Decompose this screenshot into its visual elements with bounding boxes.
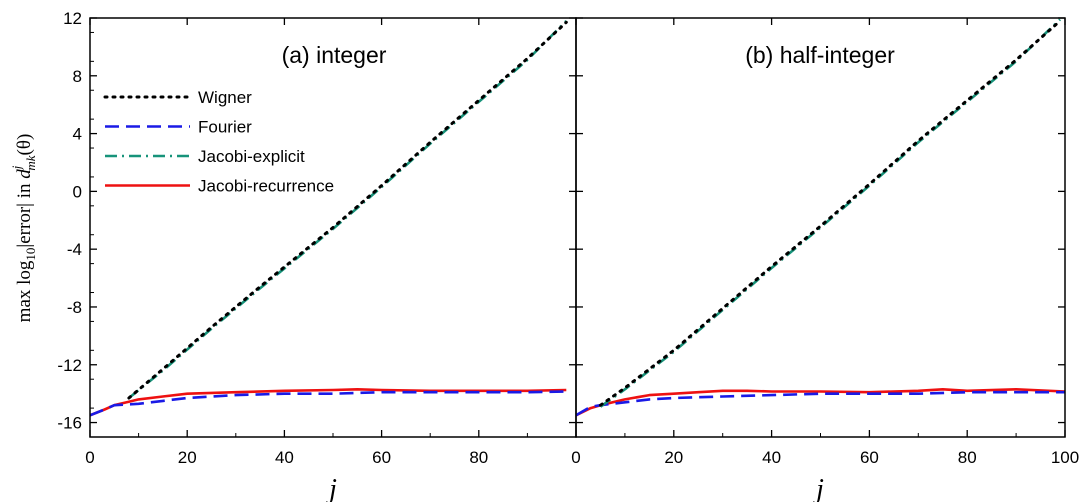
panel-a-integer: 0 20 40 60 80 (a) integer j: [85, 17, 577, 502]
legend-label-wigner: Wigner: [198, 88, 252, 107]
panel-b-title: (b) half-integer: [745, 42, 895, 68]
y-tick-label-4: 4: [73, 125, 82, 144]
x-tick-label-b-0: 0: [571, 448, 580, 467]
y-label-log-base: 10: [23, 248, 38, 261]
x-tick-label-a-20: 20: [178, 448, 197, 467]
y-tick-label--16: -16: [57, 414, 82, 433]
series-line-a-fourier: [90, 390, 567, 417]
x-tick-label-b-100: 100: [1051, 448, 1079, 467]
y-tick-label--12: -12: [57, 356, 82, 375]
y-tick-label--8: -8: [67, 298, 82, 317]
x-axis-label-b: j: [813, 474, 824, 502]
series-line-a-wigner: [127, 20, 568, 400]
legend-label-jacobi-explicit: Jacobi-explicit: [198, 147, 305, 166]
legend-label-jacobi-recurrence: Jacobi-recurrence: [198, 177, 334, 196]
x-tick-label-a-60: 60: [372, 448, 391, 467]
legend-label-fourier: Fourier: [198, 118, 252, 137]
x-axis-label-a: j: [326, 474, 337, 502]
y-tick-label-0: 0: [73, 182, 82, 201]
panel-a-title: (a) integer: [282, 42, 387, 68]
series-line-a-jacobi-recurrence: [90, 388, 567, 417]
series-line-b-jacobi-explicit: [599, 18, 1061, 408]
y-tick-label-12: 12: [63, 9, 82, 28]
y-tick-label--4: -4: [67, 240, 82, 259]
series-line-b-jacobi-recurrence: [576, 388, 1065, 417]
y-label-error-text: |error| in: [14, 179, 35, 248]
y-tick-label-8: 8: [73, 67, 82, 86]
x-tick-label-b-40: 40: [762, 448, 781, 467]
y-label-max-log: max log: [14, 260, 35, 322]
svg-text:max log10|error| in djmk(θ): max log10|error| in djmk(θ): [9, 134, 38, 323]
y-axis: -16 -12 -8 -4 0 4 8 12: [57, 9, 97, 438]
y-label-d: d: [14, 169, 35, 179]
y-label-sup-j: j: [9, 165, 24, 171]
series-line-b-wigner: [599, 19, 1062, 407]
panel-b-half-integer: 0 20 40 60 80 100 (b) half-integer j: [571, 17, 1079, 502]
y-label-theta: (θ): [14, 134, 35, 156]
x-tick-label-a-80: 80: [469, 448, 488, 467]
x-tick-label-b-20: 20: [664, 448, 683, 467]
legend: Wigner Fourier Jacobi-explicit Jacobi-recur…: [103, 88, 334, 196]
y-axis-label: max log10|error| in djmk(θ): [9, 134, 38, 323]
x-tick-label-b-80: 80: [958, 448, 977, 467]
y-label-sub-mk: mk: [23, 155, 38, 170]
x-tick-label-b-60: 60: [860, 448, 879, 467]
x-tick-label-a-0: 0: [85, 448, 94, 467]
x-tick-label-a-40: 40: [275, 448, 294, 467]
